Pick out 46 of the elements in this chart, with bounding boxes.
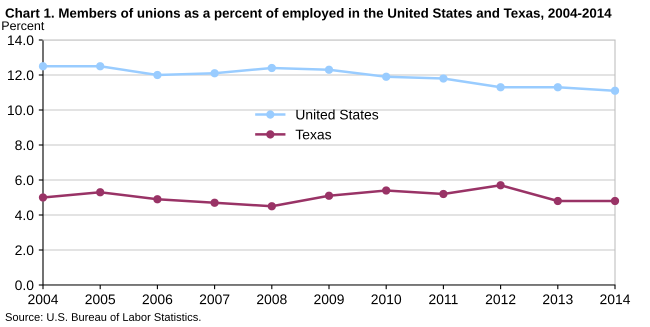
x-tick-label: 2013 bbox=[543, 294, 573, 304]
point bbox=[210, 198, 219, 207]
x-tick-label: 2012 bbox=[486, 294, 516, 304]
point bbox=[38, 193, 48, 202]
point bbox=[496, 181, 505, 190]
point bbox=[96, 62, 104, 70]
point bbox=[610, 86, 620, 95]
y-tick-label: 6.0 bbox=[15, 175, 34, 186]
point bbox=[554, 83, 562, 92]
point bbox=[382, 186, 390, 195]
source-note: Source: U.S. Bureau of Labor Statistics. bbox=[6, 312, 200, 321]
x-tick-label: 2009 bbox=[314, 294, 344, 304]
x-tick-label: 2006 bbox=[142, 294, 172, 304]
x-tick-label: 2010 bbox=[371, 294, 402, 304]
point bbox=[610, 196, 620, 206]
point bbox=[324, 66, 334, 74]
point bbox=[439, 74, 448, 83]
point bbox=[554, 196, 562, 206]
point bbox=[210, 69, 219, 78]
point bbox=[439, 190, 448, 198]
y-tick-label: 8.0 bbox=[15, 140, 34, 150]
point bbox=[268, 64, 276, 72]
y-tick-label: 0.0 bbox=[15, 280, 34, 290]
x-tick-label: 2005 bbox=[85, 294, 116, 304]
y-tick-label: 10.0 bbox=[8, 105, 34, 116]
y-tick-label: 4.0 bbox=[14, 210, 34, 220]
point bbox=[324, 192, 334, 200]
point bbox=[268, 202, 276, 210]
x-tick-label: 2008 bbox=[257, 294, 287, 304]
point bbox=[96, 188, 104, 196]
y-axis-title: Percent bbox=[2, 21, 44, 30]
x-tick-label: 2014 bbox=[600, 294, 630, 304]
x-tick-label: 2011 bbox=[429, 294, 458, 304]
point bbox=[153, 70, 162, 80]
y-tick-label: 2.0 bbox=[15, 245, 34, 256]
point bbox=[382, 72, 390, 81]
y-tick-label: 14.0 bbox=[8, 35, 34, 46]
x-tick-label: 2007 bbox=[200, 294, 230, 304]
chart-title: Chart 1. Members of unions as a percent of employed in the United States and Texas, 2004-2014 bbox=[6, 8, 612, 20]
y-tick-label: 12.0 bbox=[8, 70, 34, 80]
point bbox=[38, 62, 48, 70]
legend-label: Texas bbox=[296, 130, 332, 140]
point bbox=[153, 195, 162, 204]
point bbox=[496, 83, 505, 92]
x-tick-label: 2004 bbox=[28, 294, 58, 304]
legend-label: United States bbox=[296, 109, 378, 120]
